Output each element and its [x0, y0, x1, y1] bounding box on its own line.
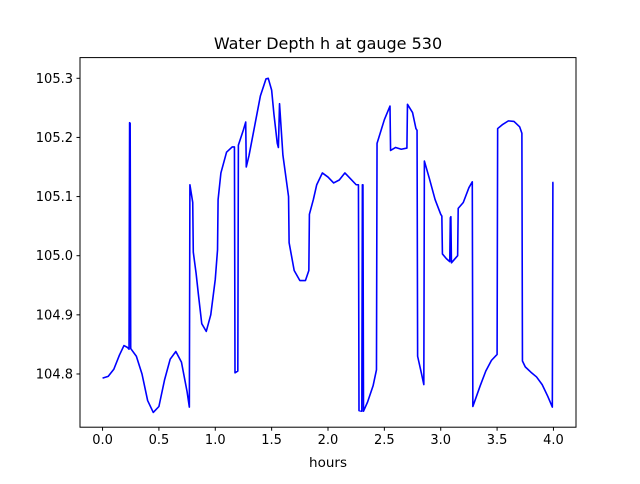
y-tick-label: 104.8	[36, 367, 73, 382]
x-tick-label: 3.5	[487, 433, 508, 448]
x-tick-label: 4.0	[543, 433, 564, 448]
y-tick-label: 104.9	[36, 308, 73, 323]
x-tick-label: 3.0	[430, 433, 451, 448]
y-tick-label: 105.0	[36, 249, 73, 264]
y-tick-label: 105.1	[36, 190, 73, 205]
chart-title: Water Depth h at gauge 530	[214, 34, 442, 53]
y-tick-label: 105.3	[36, 72, 73, 87]
y-tick-label: 105.2	[36, 131, 73, 146]
series-line-0	[102, 77, 554, 414]
x-tick-label: 0.0	[92, 433, 113, 448]
x-tick-label: 1.0	[205, 433, 226, 448]
x-tick-label: 2.0	[318, 433, 339, 448]
x-tick-label: 1.5	[261, 433, 282, 448]
x-tick-label: 2.5	[374, 433, 395, 448]
x-tick-label: 0.5	[149, 433, 170, 448]
x-axis-label: hours	[309, 455, 347, 471]
plot-area	[80, 57, 576, 428]
